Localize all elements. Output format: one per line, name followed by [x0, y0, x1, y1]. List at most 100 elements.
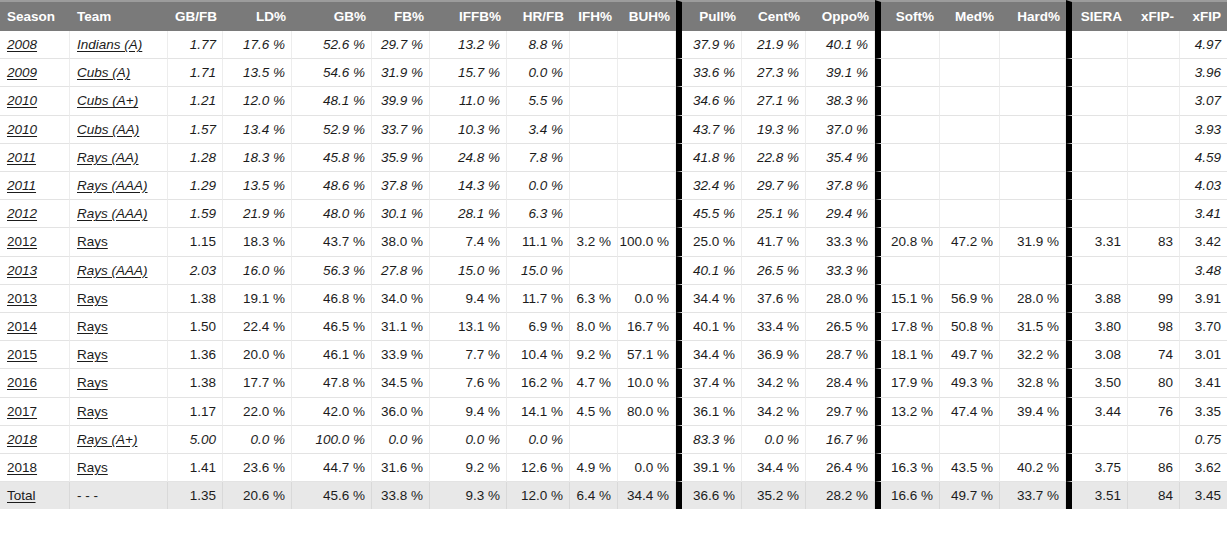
cell-ld: 22.4 %	[223, 313, 292, 341]
cell-hard: 31.5 %	[1000, 313, 1066, 341]
team-link[interactable]: Rays (AA)	[77, 150, 139, 165]
cell-oppo: 29.7 %	[806, 398, 875, 426]
season-link[interactable]: 2018	[7, 432, 37, 447]
cell-fb: 34.5 %	[372, 369, 430, 397]
team-link[interactable]: Rays (A+)	[77, 432, 137, 447]
team-link[interactable]: Rays	[77, 291, 108, 306]
column-header-xfip[interactable]: xFIP	[1180, 0, 1227, 31]
cell-team: Cubs (A)	[70, 59, 168, 87]
team-link[interactable]: Rays	[77, 319, 108, 334]
cell-ifh: 9.2 %	[570, 341, 618, 369]
cell-soft: 16.3 %	[875, 454, 940, 482]
team-link[interactable]: Indians (A)	[77, 37, 142, 52]
cell-gbfb: 1.77	[168, 31, 223, 59]
cell-xfipminus	[1128, 172, 1180, 200]
cell-season: 2013	[0, 257, 70, 285]
column-header-gbfb[interactable]: GB/FB	[168, 0, 223, 31]
column-header-oppo[interactable]: Oppo%	[806, 0, 875, 31]
cell-soft	[875, 87, 940, 115]
cell-team: Cubs (A+)	[70, 87, 168, 115]
team-link[interactable]: Rays (AAA)	[77, 263, 148, 278]
season-link[interactable]: 2011	[7, 178, 36, 193]
column-header-iffb[interactable]: IFFB%	[430, 0, 507, 31]
cell-cent: 19.3 %	[742, 116, 806, 144]
table-row: 2011Rays (AA)1.2818.3 %45.8 %35.9 %24.8 …	[0, 144, 1227, 172]
team-link[interactable]: Rays	[77, 347, 108, 362]
cell-xfip: 3.45	[1180, 482, 1227, 509]
cell-gb: 47.8 %	[292, 369, 372, 397]
cell-season: 2011	[0, 172, 70, 200]
column-header-ld[interactable]: LD%	[223, 0, 292, 31]
cell-hard: 33.7 %	[1000, 482, 1066, 509]
table-row: 2010Cubs (AA)1.5713.4 %52.9 %33.7 %10.3 …	[0, 116, 1227, 144]
column-header-siera[interactable]: SIERA	[1066, 0, 1128, 31]
table-row: 2008Indians (A)1.7717.6 %52.6 %29.7 %13.…	[0, 31, 1227, 59]
column-header-cent[interactable]: Cent%	[742, 0, 806, 31]
cell-buh	[618, 87, 676, 115]
cell-team: Cubs (AA)	[70, 116, 168, 144]
column-header-ifh[interactable]: IFH%	[570, 0, 618, 31]
cell-season: 2009	[0, 59, 70, 87]
season-link[interactable]: 2010	[7, 93, 37, 108]
season-link[interactable]: 2018	[7, 460, 37, 475]
cell-team: Rays	[70, 369, 168, 397]
cell-pull: 83.3 %	[676, 426, 742, 454]
column-header-buh[interactable]: BUH%	[618, 0, 676, 31]
column-header-pull[interactable]: Pull%	[676, 0, 742, 31]
team-link[interactable]: Rays	[77, 404, 108, 419]
season-link[interactable]: 2015	[7, 347, 37, 362]
cell-xfip: 3.91	[1180, 285, 1227, 313]
cell-xfipminus: 98	[1128, 313, 1180, 341]
cell-xfipminus	[1128, 257, 1180, 285]
cell-buh	[618, 116, 676, 144]
column-header-med[interactable]: Med%	[940, 0, 1000, 31]
cell-ld: 18.3 %	[223, 144, 292, 172]
season-link[interactable]: 2013	[7, 291, 37, 306]
column-header-hrfb[interactable]: HR/FB	[507, 0, 570, 31]
table-row: 2012Rays (AAA)1.5921.9 %48.0 %30.1 %28.1…	[0, 200, 1227, 228]
season-link[interactable]: 2012	[7, 206, 37, 221]
cell-siera	[1066, 172, 1128, 200]
cell-soft	[875, 257, 940, 285]
team-link[interactable]: Rays	[77, 234, 108, 249]
season-link[interactable]: 2014	[7, 319, 37, 334]
season-link[interactable]: 2009	[7, 65, 37, 80]
column-header-season[interactable]: Season	[0, 0, 70, 31]
column-header-gb[interactable]: GB%	[292, 0, 372, 31]
cell-hrfb: 3.4 %	[507, 116, 570, 144]
team-link[interactable]: Rays (AAA)	[77, 206, 148, 221]
season-link[interactable]: 2017	[7, 404, 37, 419]
season-link[interactable]: 2012	[7, 234, 37, 249]
season-link[interactable]: 2011	[7, 150, 36, 165]
team-link[interactable]: Rays (AAA)	[77, 178, 148, 193]
cell-ifh: 4.5 %	[570, 398, 618, 426]
season-link[interactable]: 2008	[7, 37, 37, 52]
column-header-team[interactable]: Team	[70, 0, 168, 31]
season-link[interactable]: 2010	[7, 122, 37, 137]
cell-hrfb: 0.0 %	[507, 172, 570, 200]
cell-hrfb: 11.7 %	[507, 285, 570, 313]
column-header-fb[interactable]: FB%	[372, 0, 430, 31]
column-header-soft[interactable]: Soft%	[875, 0, 940, 31]
cell-xfipminus	[1128, 144, 1180, 172]
team-link[interactable]: Rays	[77, 375, 108, 390]
cell-oppo: 35.4 %	[806, 144, 875, 172]
team-link[interactable]: Cubs (A)	[77, 65, 130, 80]
cell-team: Rays	[70, 285, 168, 313]
cell-xfipminus	[1128, 59, 1180, 87]
season-link[interactable]: 2013	[7, 263, 37, 278]
cell-hrfb: 10.4 %	[507, 341, 570, 369]
team-link[interactable]: Cubs (AA)	[77, 122, 139, 137]
cell-pull: 40.1 %	[676, 257, 742, 285]
column-header-hard[interactable]: Hard%	[1000, 0, 1066, 31]
team-link[interactable]: Rays	[77, 460, 108, 475]
total-link[interactable]: Total	[7, 488, 36, 503]
column-header-xfipminus[interactable]: xFIP-	[1128, 0, 1180, 31]
cell-hrfb: 5.5 %	[507, 87, 570, 115]
cell-med: 49.7 %	[940, 482, 1000, 509]
season-link[interactable]: 2016	[7, 375, 37, 390]
cell-med: 47.2 %	[940, 228, 1000, 256]
cell-gbfb: 5.00	[168, 426, 223, 454]
team-link[interactable]: Cubs (A+)	[77, 93, 138, 108]
cell-buh	[618, 172, 676, 200]
